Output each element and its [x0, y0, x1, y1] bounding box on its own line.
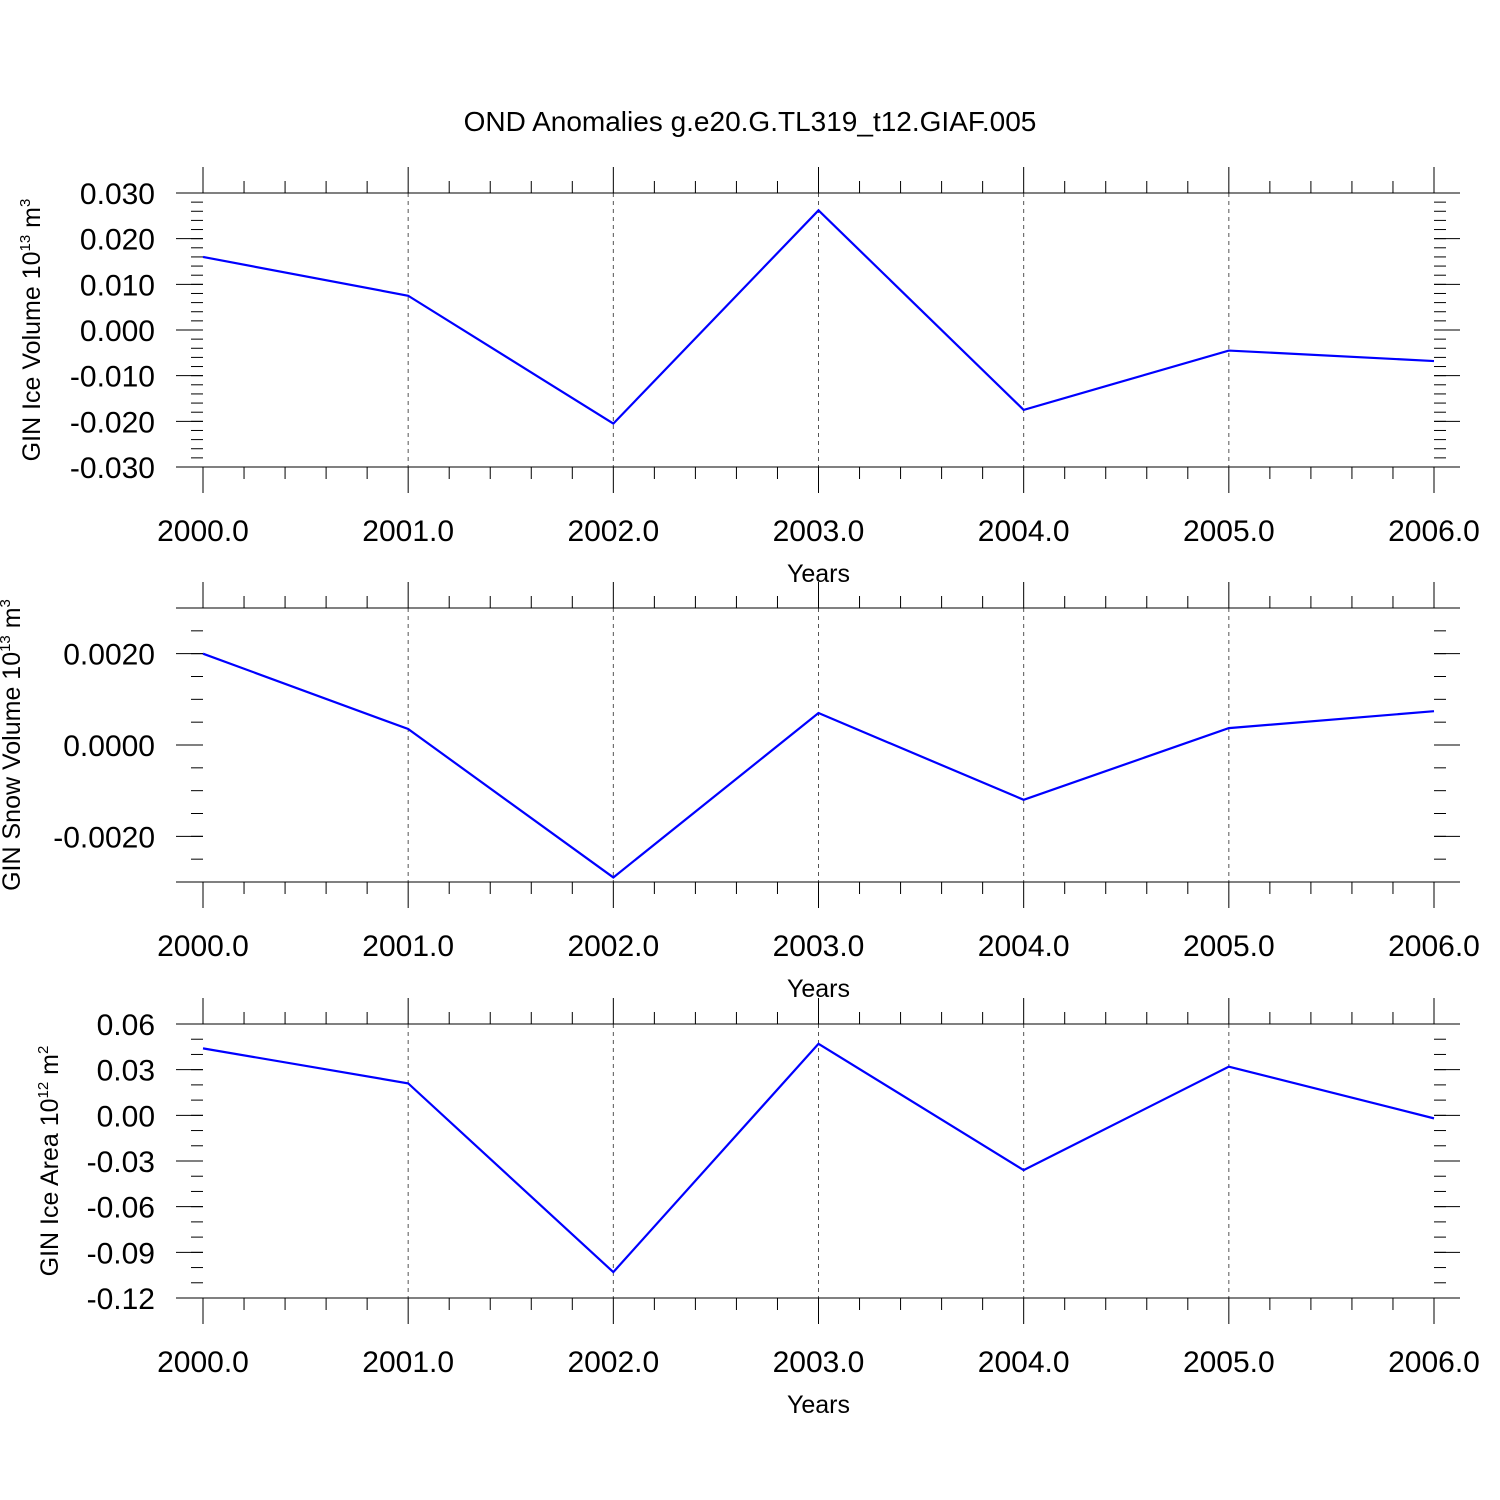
- series-line: [202, 208, 1435, 426]
- y-axis-label-text: GIN Ice Area 10: [36, 1098, 64, 1276]
- x-tick-label: 2005.0: [1183, 515, 1275, 548]
- x-tick-label: 2002.0: [567, 1346, 659, 1379]
- x-tick-label: 2004.0: [978, 1346, 1070, 1379]
- y-axis-label-superscript: 2: [35, 1046, 52, 1054]
- x-tick-label: 2006.0: [1388, 1346, 1480, 1379]
- x-tick-label: 2004.0: [978, 930, 1070, 963]
- y-tick-label: 0.010: [80, 269, 155, 302]
- y-tick-label: -0.06: [87, 1192, 155, 1225]
- y-axis-label-text: GIN Ice Volume 10: [18, 251, 46, 461]
- x-tick-label: 2001.0: [362, 1346, 454, 1379]
- x-tick-label: 2003.0: [773, 1346, 865, 1379]
- figure-title: OND Anomalies g.e20.G.TL319_t12.GIAF.005: [464, 106, 1037, 137]
- y-tick-label: 0.00: [97, 1100, 155, 1133]
- series-line: [202, 652, 1435, 879]
- x-tick-label: 2006.0: [1388, 930, 1480, 963]
- x-tick-label: 2003.0: [773, 930, 865, 963]
- y-tick-label: -0.12: [87, 1283, 155, 1316]
- x-tick-label: 2005.0: [1183, 1346, 1275, 1379]
- y-axis-label: GIN Ice Area 1012 m2: [35, 1046, 64, 1277]
- y-axis-label: GIN Snow Volume 1013 m3: [0, 599, 26, 891]
- y-tick-label: -0.09: [87, 1237, 155, 1270]
- chart-panel-2: 0.0020 0.0000 -0.0020 2000.0 2001.0 2002.0 200…: [0, 582, 1480, 1003]
- x-tick-label: 2002.0: [567, 930, 659, 963]
- x-tick-label: 2000.0: [157, 930, 249, 963]
- chart-panel-1: 0.0300.0200.0100.000-0.010-0.020-0.03020…: [17, 167, 1480, 588]
- x-tick-label: 2002.0: [567, 515, 659, 548]
- y-tick-label: 0.0020: [63, 639, 155, 672]
- y-tick-label: -0.0020: [53, 821, 155, 854]
- y-axis-label-text: m: [36, 1054, 64, 1082]
- y-tick-label: -0.020: [70, 406, 155, 439]
- series-line: [202, 1042, 1435, 1274]
- y-tick-label: 0.000: [80, 315, 155, 348]
- x-tick-label: 2000.0: [157, 515, 249, 548]
- y-axis-label-text: m: [18, 207, 46, 235]
- y-tick-label: -0.010: [70, 361, 155, 394]
- x-axis-label: Years: [787, 1391, 850, 1419]
- x-tick-label: 2001.0: [362, 930, 454, 963]
- x-tick-label: 2001.0: [362, 515, 454, 548]
- y-axis-label-superscript: 12: [35, 1082, 52, 1099]
- y-axis-label-text: GIN Snow Volume 10: [0, 652, 26, 891]
- y-axis-label-superscript: 3: [0, 599, 14, 607]
- y-axis-label-superscript: 3: [17, 199, 34, 207]
- y-axis-label-superscript: 13: [17, 235, 34, 252]
- y-axis-label-superscript: 13: [0, 635, 14, 652]
- x-tick-label: 2005.0: [1183, 930, 1275, 963]
- y-axis-label-text: m: [0, 607, 26, 635]
- x-tick-label: 2006.0: [1388, 515, 1480, 548]
- x-tick-label: 2003.0: [773, 515, 865, 548]
- x-tick-label: 2004.0: [978, 515, 1070, 548]
- x-tick-label: 2000.0: [157, 1346, 249, 1379]
- y-tick-label: 0.0000: [63, 730, 155, 763]
- y-axis-label: GIN Ice Volume 1013 m3: [17, 199, 46, 462]
- y-tick-label: 0.020: [80, 224, 155, 257]
- y-tick-label: -0.03: [87, 1146, 155, 1179]
- y-tick-label: 0.030: [80, 178, 155, 211]
- y-tick-label: -0.030: [70, 452, 155, 485]
- y-tick-label: 0.03: [97, 1055, 155, 1088]
- y-tick-label: 0.06: [97, 1009, 155, 1042]
